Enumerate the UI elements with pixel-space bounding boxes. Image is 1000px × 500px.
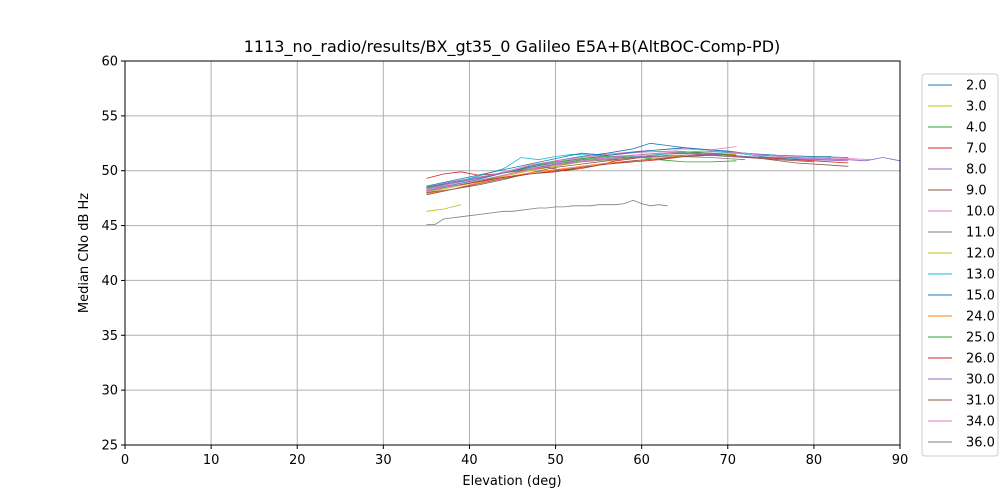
legend-label: 2.0 — [966, 79, 987, 94]
x-tick-label: 20 — [289, 453, 306, 468]
series-line-36.0 — [426, 199, 668, 225]
legend-label: 9.0 — [966, 184, 987, 199]
series-line-24.0 — [426, 152, 737, 195]
x-axis-label: Elevation (deg) — [462, 474, 561, 489]
legend-label: 25.0 — [966, 331, 995, 346]
y-tick-label: 40 — [101, 274, 118, 289]
series-line-31.0 — [426, 154, 814, 196]
legend-label: 30.0 — [966, 373, 995, 388]
x-tick-label: 10 — [203, 453, 220, 468]
series-line-30.0 — [426, 153, 901, 189]
legend-label: 31.0 — [966, 394, 995, 409]
legend: 2.0 3.0 4.0 7.0 8.0 9.0 10.0 11.0 12.0 13.0 15.0 24… — [921, 73, 999, 457]
legend-label: 8.0 — [966, 163, 987, 178]
y-tick-label: 50 — [101, 164, 118, 179]
legend-label: 7.0 — [966, 142, 987, 157]
series-line-12.0 — [426, 204, 461, 212]
y-tick-label: 35 — [101, 329, 118, 344]
y-tick-label: 30 — [101, 384, 118, 399]
legend-label: 36.0 — [966, 436, 995, 451]
legend-label: 11.0 — [966, 226, 995, 241]
series-line-26.0 — [426, 153, 849, 191]
series-line-2.0 — [426, 142, 832, 190]
y-axis-label: Median CNo dB Hz — [77, 193, 92, 313]
grid-lines — [124, 60, 901, 446]
plot-area-frame — [124, 60, 901, 446]
x-tick-label: 80 — [806, 453, 823, 468]
x-tick-label: 50 — [547, 453, 564, 468]
x-tick-label: 40 — [461, 453, 478, 468]
x-tick-label: 0 — [121, 453, 129, 468]
legend-label: 10.0 — [966, 205, 995, 220]
x-tick-label: 70 — [720, 453, 737, 468]
series-line-34.0 — [426, 150, 875, 191]
legend-label: 15.0 — [966, 289, 995, 304]
legend-label: 34.0 — [966, 415, 995, 430]
y-tick-label: 55 — [101, 109, 118, 124]
axis-ticks: 0 10 20 30 40 50 60 70 80 90 25 30 35 40 45 50 55 60 — [101, 55, 908, 469]
y-tick-label: 45 — [101, 219, 118, 234]
y-tick-label: 25 — [101, 439, 118, 454]
x-tick-label: 60 — [633, 453, 650, 468]
x-tick-label: 90 — [892, 453, 909, 468]
y-tick-label: 60 — [101, 55, 118, 70]
series-lines — [426, 142, 901, 225]
chart-title: 1113_no_radio/results/BX_gt35_0 Galileo … — [244, 37, 781, 57]
series-line-15.0 — [426, 147, 849, 187]
x-tick-label: 30 — [375, 453, 392, 468]
legend-label: 26.0 — [966, 352, 995, 367]
legend-label: 13.0 — [966, 268, 995, 283]
legend-label: 24.0 — [966, 310, 995, 325]
legend-label: 4.0 — [966, 121, 987, 136]
legend-label: 3.0 — [966, 100, 987, 115]
legend-label: 12.0 — [966, 247, 995, 262]
